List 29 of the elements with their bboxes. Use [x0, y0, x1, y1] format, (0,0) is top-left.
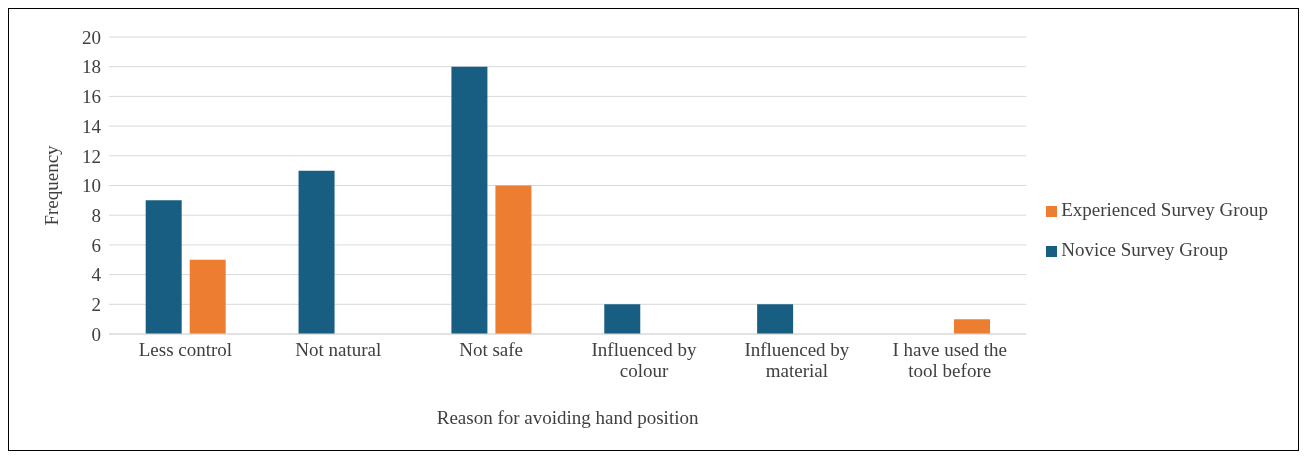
- y-tick-label: 4: [91, 264, 102, 286]
- y-axis-title: Frequency: [40, 144, 62, 226]
- bar: [451, 66, 488, 334]
- y-tick-label: 6: [91, 234, 101, 256]
- y-tick-label: 8: [91, 204, 101, 226]
- legend-label: Novice Survey Group: [1061, 238, 1228, 260]
- bar: [189, 259, 226, 334]
- y-tick-label: 2: [91, 294, 101, 316]
- y-tick-label: 16: [82, 86, 101, 108]
- x-tick-label: Less control: [138, 339, 233, 360]
- bar: [604, 304, 641, 334]
- legend-label: Experienced Survey Group: [1061, 198, 1268, 220]
- bar: [757, 304, 794, 334]
- x-axis-title: Reason for avoiding hand position: [436, 407, 699, 428]
- y-tick-label: 14: [82, 115, 102, 137]
- bar: [495, 185, 532, 334]
- bar: [145, 200, 182, 334]
- x-tick-label: Not safe: [459, 339, 524, 360]
- x-tick-label: Influenced by colour: [591, 339, 698, 381]
- y-tick-label: 0: [91, 323, 101, 345]
- y-tick-label: 10: [82, 175, 101, 197]
- y-tick-label: 12: [82, 145, 101, 167]
- y-tick-label: 18: [82, 56, 101, 78]
- x-tick-label: Not natural: [295, 339, 382, 360]
- x-tick-label: Influenced by material: [744, 339, 850, 381]
- bar: [298, 170, 335, 334]
- bar: [954, 319, 990, 334]
- x-tick-label: I have used the tool before: [892, 339, 1007, 381]
- y-tick-label: 20: [82, 26, 101, 48]
